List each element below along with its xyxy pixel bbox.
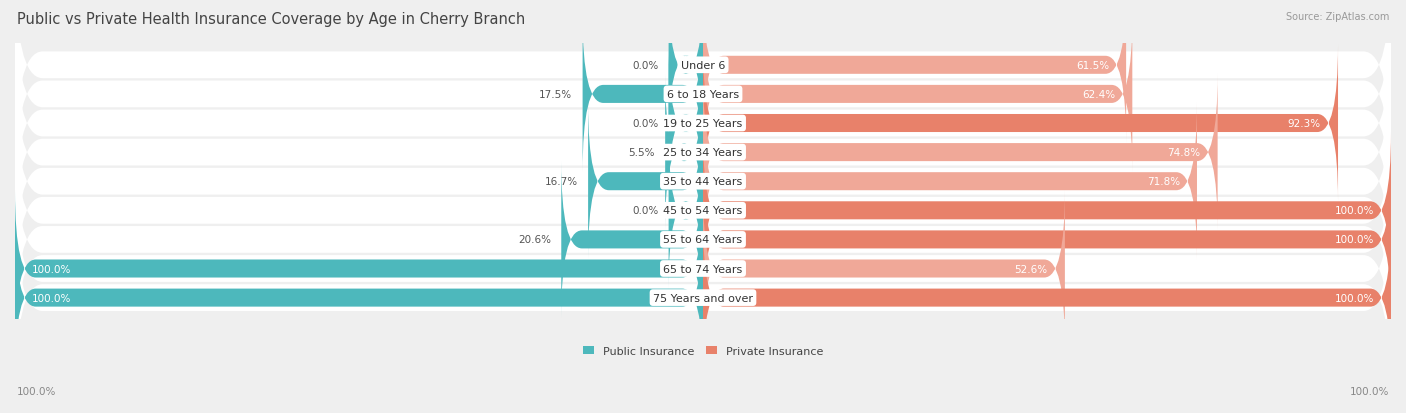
Text: 55 to 64 Years: 55 to 64 Years: [664, 235, 742, 245]
FancyBboxPatch shape: [588, 104, 703, 260]
FancyBboxPatch shape: [703, 220, 1391, 376]
Text: 100.0%: 100.0%: [32, 293, 72, 303]
Text: 0.0%: 0.0%: [633, 61, 658, 71]
FancyBboxPatch shape: [669, 133, 703, 289]
Text: 16.7%: 16.7%: [544, 177, 578, 187]
FancyBboxPatch shape: [703, 104, 1197, 260]
Text: 71.8%: 71.8%: [1147, 177, 1180, 187]
FancyBboxPatch shape: [15, 0, 1391, 169]
Text: 20.6%: 20.6%: [517, 235, 551, 245]
Text: 100.0%: 100.0%: [1350, 387, 1389, 396]
FancyBboxPatch shape: [15, 21, 1391, 226]
FancyBboxPatch shape: [15, 220, 703, 376]
Text: 17.5%: 17.5%: [538, 90, 572, 100]
FancyBboxPatch shape: [15, 191, 703, 347]
Text: 100.0%: 100.0%: [32, 264, 72, 274]
FancyBboxPatch shape: [703, 133, 1391, 289]
Text: 100.0%: 100.0%: [1334, 206, 1374, 216]
Text: 92.3%: 92.3%: [1288, 119, 1320, 129]
Text: 100.0%: 100.0%: [17, 387, 56, 396]
FancyBboxPatch shape: [669, 45, 703, 202]
Text: 62.4%: 62.4%: [1083, 90, 1115, 100]
FancyBboxPatch shape: [15, 108, 1391, 313]
FancyBboxPatch shape: [561, 162, 703, 318]
Text: Under 6: Under 6: [681, 61, 725, 71]
FancyBboxPatch shape: [703, 162, 1391, 318]
Text: 6 to 18 Years: 6 to 18 Years: [666, 90, 740, 100]
Text: 61.5%: 61.5%: [1076, 61, 1109, 71]
FancyBboxPatch shape: [15, 79, 1391, 285]
Text: 65 to 74 Years: 65 to 74 Years: [664, 264, 742, 274]
Text: 52.6%: 52.6%: [1015, 264, 1047, 274]
FancyBboxPatch shape: [703, 0, 1126, 144]
Text: 0.0%: 0.0%: [633, 206, 658, 216]
Text: 100.0%: 100.0%: [1334, 235, 1374, 245]
FancyBboxPatch shape: [15, 0, 1391, 197]
FancyBboxPatch shape: [582, 17, 703, 173]
Text: 19 to 25 Years: 19 to 25 Years: [664, 119, 742, 129]
FancyBboxPatch shape: [15, 166, 1391, 372]
FancyBboxPatch shape: [15, 50, 1391, 256]
FancyBboxPatch shape: [15, 137, 1391, 343]
Text: 45 to 54 Years: 45 to 54 Years: [664, 206, 742, 216]
Text: 100.0%: 100.0%: [1334, 293, 1374, 303]
FancyBboxPatch shape: [703, 45, 1339, 202]
Legend: Public Insurance, Private Insurance: Public Insurance, Private Insurance: [581, 344, 825, 358]
FancyBboxPatch shape: [703, 17, 1132, 173]
Text: 0.0%: 0.0%: [633, 119, 658, 129]
FancyBboxPatch shape: [703, 191, 1064, 347]
Text: 25 to 34 Years: 25 to 34 Years: [664, 148, 742, 158]
FancyBboxPatch shape: [665, 75, 703, 231]
FancyBboxPatch shape: [669, 0, 703, 144]
Text: 74.8%: 74.8%: [1167, 148, 1201, 158]
Text: Public vs Private Health Insurance Coverage by Age in Cherry Branch: Public vs Private Health Insurance Cover…: [17, 12, 524, 27]
Text: 35 to 44 Years: 35 to 44 Years: [664, 177, 742, 187]
Text: 75 Years and over: 75 Years and over: [652, 293, 754, 303]
FancyBboxPatch shape: [703, 75, 1218, 231]
Text: Source: ZipAtlas.com: Source: ZipAtlas.com: [1285, 12, 1389, 22]
Text: 5.5%: 5.5%: [628, 148, 655, 158]
FancyBboxPatch shape: [15, 195, 1391, 401]
